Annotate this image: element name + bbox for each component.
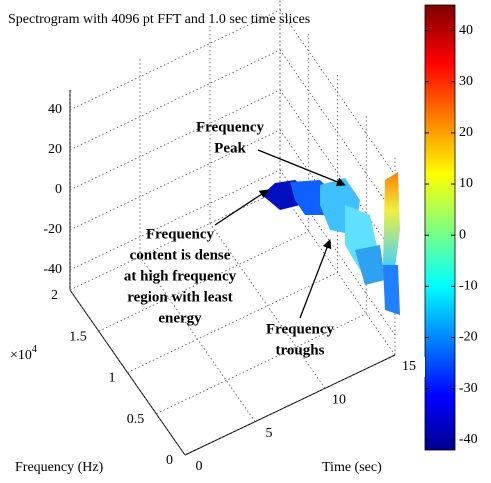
z-tick-label: 20 — [48, 142, 62, 157]
colorbar-tick-label: 40 — [459, 23, 473, 38]
grid-line — [69, 189, 281, 291]
grid-line — [209, 223, 326, 389]
colorbar-tick-label: 30 — [459, 74, 473, 89]
surface-patch — [383, 172, 400, 268]
grid-line — [69, 89, 281, 191]
y-axis-label: Frequency (Hz) — [15, 460, 104, 475]
grid-line — [69, 49, 281, 151]
colorbar-tick-label: 10 — [459, 176, 473, 191]
annotation: Peak — [214, 140, 246, 156]
multiplier: ×104 — [10, 344, 37, 363]
z-tick-label: -40 — [43, 262, 62, 277]
colorbar — [424, 4, 456, 451]
colorbar-tick-label: -10 — [459, 279, 478, 294]
annotation: energy — [158, 310, 202, 326]
surface-patch — [355, 245, 385, 285]
arrow — [214, 189, 269, 226]
annotation: content is dense — [130, 247, 231, 263]
tick-label-box — [28, 286, 60, 306]
tick-label-box — [329, 390, 355, 411]
tick-label-box — [259, 423, 285, 444]
tick-label-box — [85, 368, 118, 389]
annotation: at high frequency — [124, 268, 237, 284]
colorbar-tick-label: -30 — [459, 381, 478, 396]
grid-line — [69, 9, 281, 111]
arrow — [299, 239, 332, 319]
grid-line — [279, 9, 396, 176]
z-tick-label: 0 — [55, 182, 62, 197]
tick-label-box — [189, 457, 215, 477]
annotation: troughs — [276, 342, 325, 358]
x-tick-label: 15 — [402, 359, 416, 374]
grid-line — [69, 169, 281, 271]
tick-label-box — [143, 451, 175, 471]
tick-label-box — [114, 409, 147, 430]
grid-line — [127, 272, 338, 373]
x-tick-label: 0 — [196, 459, 203, 474]
grid-line — [156, 313, 367, 415]
surface — [262, 172, 400, 315]
colorbar-tick-label: -20 — [459, 330, 478, 345]
colorbar-tick-label: -40 — [459, 432, 478, 447]
y-tick-label: 0 — [166, 453, 173, 468]
tick-label-box — [56, 327, 89, 348]
multiplier-exponent: 4 — [32, 344, 37, 355]
colorbar-tick-label: 0 — [459, 227, 466, 242]
surface-patch — [383, 265, 400, 315]
x-tick-label: 5 — [266, 426, 273, 441]
annotation: region with least — [127, 289, 233, 305]
x-axis-label: Time (sec) — [322, 460, 382, 475]
grid-line — [69, 129, 281, 231]
y-tick-label: 1 — [109, 371, 116, 386]
grid-line — [98, 230, 309, 332]
annotation: Frequency — [266, 321, 335, 337]
z-tick-label: 40 — [48, 102, 62, 117]
chart-title: Spectrogram with 4096 pt FFT and 1.0 sec… — [8, 12, 310, 27]
annotation: Frequency — [146, 226, 215, 242]
arrows — [214, 149, 346, 319]
y-tick-label: 1.5 — [69, 329, 87, 344]
annotation: Frequency — [196, 119, 265, 135]
tick-label-box — [399, 356, 425, 377]
y-tick-label: 2 — [51, 288, 58, 303]
grid-line — [184, 354, 396, 456]
arrow — [257, 149, 346, 187]
colorbar-tick-label: 20 — [459, 125, 473, 140]
x-tick-label: 10 — [332, 393, 346, 408]
z-tick-label: -20 — [43, 222, 62, 237]
grid-line — [139, 256, 256, 422]
multiplier-base: ×10 — [10, 348, 32, 363]
y-tick-label: 0.5 — [127, 412, 145, 427]
